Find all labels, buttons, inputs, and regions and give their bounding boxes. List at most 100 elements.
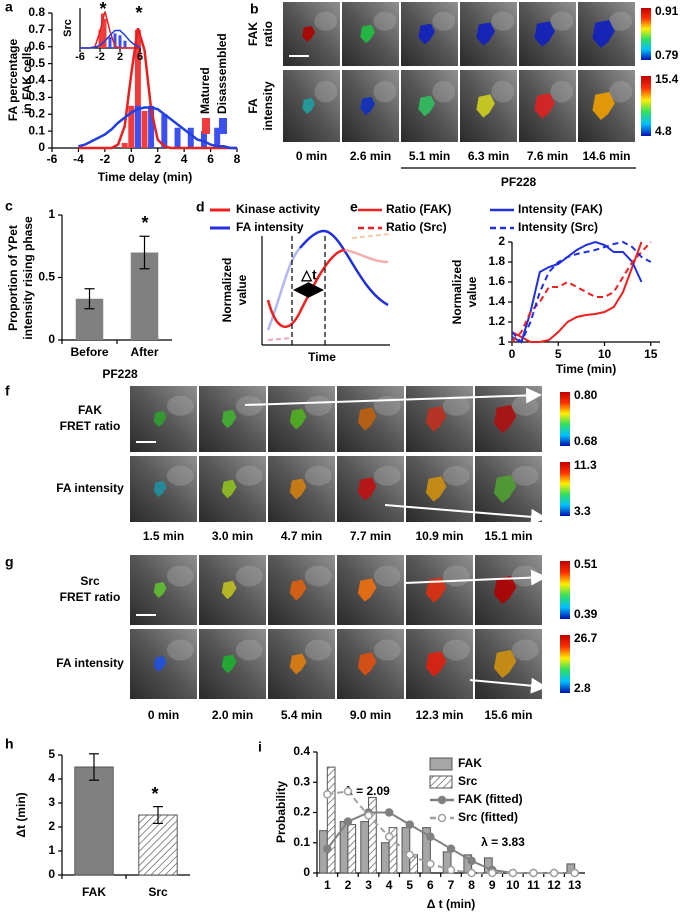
annotation: * bbox=[99, 0, 106, 19]
axis-label: value bbox=[465, 276, 479, 307]
trend-arrow bbox=[244, 387, 542, 406]
cell-feature bbox=[442, 465, 470, 486]
x-tick-label: 4 bbox=[181, 152, 188, 166]
cell-feature bbox=[491, 11, 515, 31]
y-tick-label: 0.1 bbox=[28, 123, 45, 137]
bar bbox=[326, 766, 336, 874]
bar bbox=[368, 796, 377, 874]
panel-label: d bbox=[196, 199, 205, 215]
y-tick-label: 0.2 bbox=[293, 805, 310, 819]
x-tick-label: 2 bbox=[117, 51, 123, 63]
legend-label: Src (fitted) bbox=[458, 810, 518, 824]
x-tick-label: After bbox=[130, 345, 158, 359]
colorbar-max: 0.51 bbox=[574, 557, 598, 571]
x-tick-label: 8 bbox=[234, 152, 241, 166]
legend-label: Ratio (FAK) bbox=[386, 202, 451, 216]
panel-label: i bbox=[258, 739, 262, 755]
treatment-label: PF228 bbox=[501, 175, 537, 189]
annotation: * bbox=[151, 784, 158, 804]
adhesion-blob bbox=[360, 96, 376, 116]
colorbar bbox=[560, 462, 570, 516]
line bbox=[511, 241, 652, 343]
x-tick-label: 2 bbox=[154, 152, 161, 166]
marker bbox=[426, 832, 435, 841]
time-label: 5.4 min bbox=[281, 708, 322, 722]
adhesion-blob bbox=[153, 411, 167, 427]
axis-label: in FAK cells bbox=[20, 46, 34, 114]
cell-feature bbox=[511, 639, 539, 661]
x-tick-label: 10 bbox=[598, 347, 612, 361]
x-tick-label: -2 bbox=[100, 152, 111, 166]
adhesion-blob bbox=[302, 98, 316, 114]
bar bbox=[74, 766, 114, 876]
line bbox=[511, 241, 643, 343]
x-tick-label: 9 bbox=[489, 878, 496, 892]
cell-feature bbox=[314, 80, 338, 103]
time-label: 15.1 min bbox=[484, 529, 532, 543]
y-tick-label: 0.7 bbox=[28, 22, 45, 36]
group-label: PF228 bbox=[102, 367, 138, 381]
bar bbox=[200, 131, 207, 148]
y-tick-label: 0 bbox=[48, 332, 55, 346]
y-tick-label: 0.3 bbox=[28, 90, 45, 104]
y-tick-label: 1 bbox=[48, 843, 55, 857]
bar bbox=[388, 827, 398, 874]
cell-feature bbox=[442, 395, 470, 416]
bar bbox=[101, 13, 104, 49]
y-tick-label: 0.5 bbox=[28, 56, 45, 70]
y-tick-label: 1.4 bbox=[488, 294, 505, 308]
adhesion-blob bbox=[221, 479, 237, 499]
y-tick-label: 4 bbox=[48, 771, 55, 785]
cell-feature bbox=[373, 11, 397, 31]
bar bbox=[380, 842, 390, 874]
time-label: 15.6 min bbox=[484, 708, 532, 722]
x-tick-label: Src bbox=[148, 885, 168, 899]
colorbar-max: 0.91 bbox=[655, 4, 679, 18]
y-tick-label: 0.4 bbox=[293, 744, 310, 758]
cell-feature bbox=[511, 565, 539, 587]
x-tick-label: 0 bbox=[128, 152, 135, 166]
x-tick-label: Before bbox=[70, 345, 108, 359]
panel-label: c bbox=[5, 198, 13, 214]
y-tick-label: 0.1 bbox=[293, 835, 310, 849]
schematic-panel: d Kinase activity FA intensity Normalize… bbox=[196, 199, 391, 364]
x-tick-label: 0 bbox=[509, 347, 516, 361]
time-label: 4.7 min bbox=[281, 529, 322, 543]
legend-marker bbox=[437, 813, 447, 823]
time-label: 1.5 min bbox=[143, 529, 184, 543]
colorbar-max: 26.7 bbox=[574, 631, 598, 645]
cell-feature bbox=[235, 465, 263, 486]
legend-label: Ratio (Src) bbox=[386, 220, 447, 234]
y-tick-label: 1.2 bbox=[488, 314, 505, 328]
adhesion-blob bbox=[153, 582, 167, 598]
y-tick-label: 5 bbox=[48, 747, 55, 761]
x-tick-label: 5 bbox=[555, 347, 562, 361]
adhesion-blob bbox=[289, 478, 307, 500]
colorbar-min: 4.8 bbox=[655, 124, 672, 138]
time-label: 3.0 min bbox=[212, 529, 253, 543]
x-tick-label: 11 bbox=[527, 878, 540, 892]
cell-feature bbox=[550, 11, 574, 31]
bar bbox=[148, 105, 155, 148]
row-label: FRET ratio bbox=[60, 419, 121, 433]
adhesion-blob bbox=[289, 408, 307, 430]
y-tick-label: 0 bbox=[303, 865, 310, 879]
axis-label: Time delay (min) bbox=[98, 170, 192, 184]
row-label: FA intensity bbox=[56, 481, 124, 495]
annotation: * bbox=[141, 213, 148, 233]
cell-feature bbox=[166, 395, 194, 416]
legend-swatch bbox=[202, 118, 210, 134]
axis-label: Time bbox=[308, 350, 336, 364]
legend-swatch bbox=[429, 775, 453, 789]
cell-feature bbox=[442, 639, 470, 661]
faded-curve bbox=[344, 248, 389, 264]
adhesion-blob bbox=[592, 92, 615, 120]
x-tick-label: 6 bbox=[137, 51, 143, 63]
marker bbox=[343, 787, 353, 796]
cell-feature bbox=[304, 639, 332, 661]
axis-label: Δ t (min) bbox=[427, 897, 476, 911]
legend-label: FAK bbox=[458, 756, 482, 770]
marker bbox=[343, 817, 353, 826]
bar bbox=[347, 824, 357, 874]
cell-feature bbox=[442, 565, 470, 587]
